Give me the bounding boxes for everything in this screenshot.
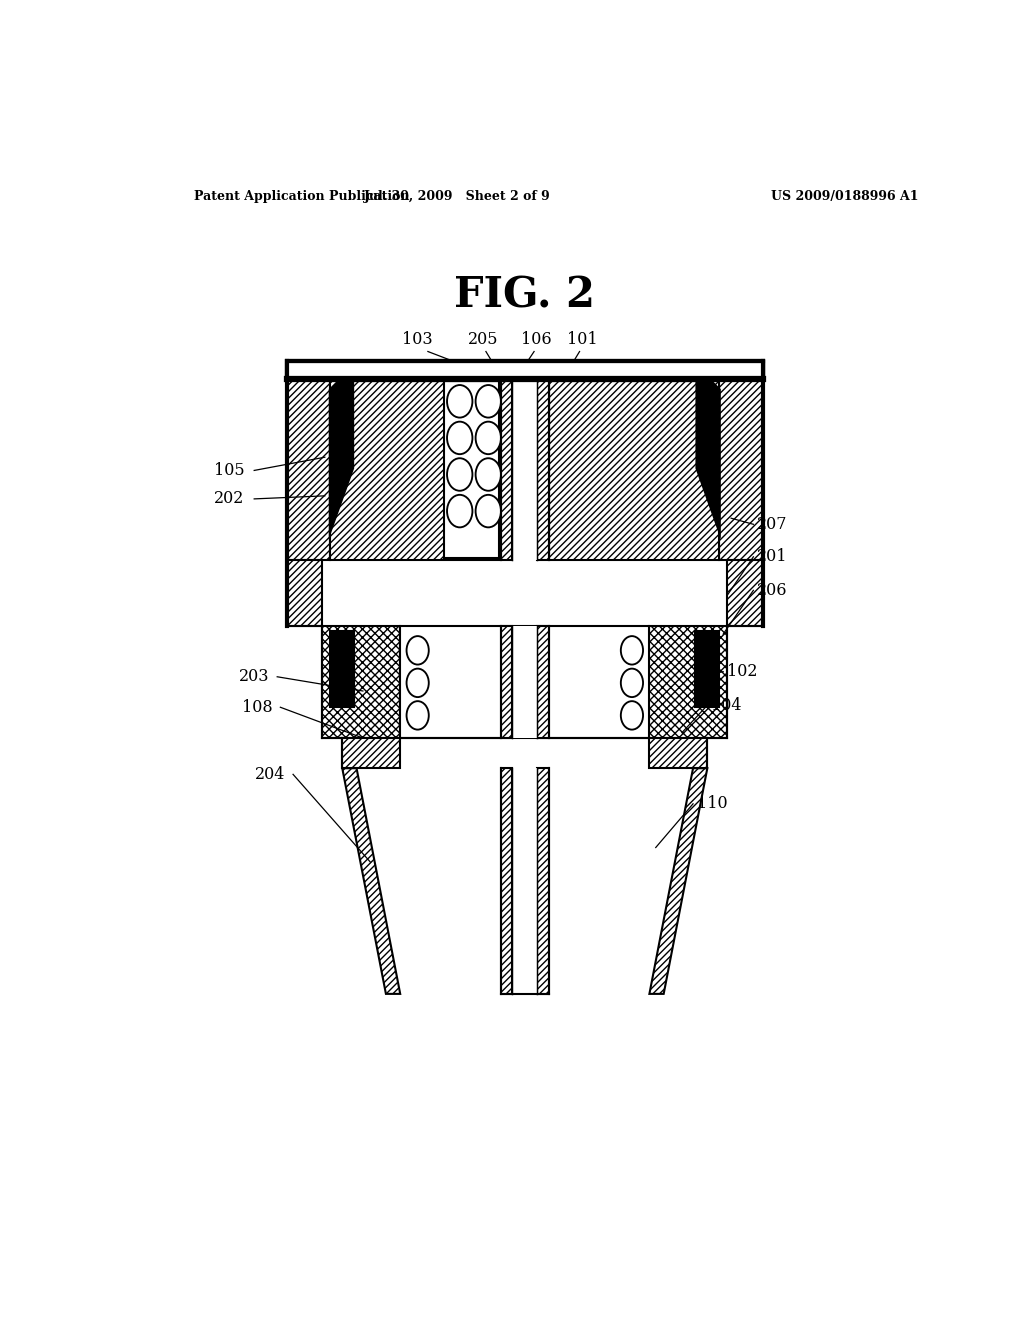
Circle shape — [447, 458, 472, 491]
Circle shape — [407, 636, 429, 664]
Circle shape — [621, 701, 643, 730]
Bar — [287, 360, 763, 379]
Circle shape — [475, 495, 501, 528]
Bar — [649, 738, 708, 768]
Bar — [719, 379, 763, 560]
Bar — [501, 768, 512, 994]
Circle shape — [447, 495, 472, 528]
Polygon shape — [342, 768, 400, 994]
Text: 104: 104 — [712, 697, 741, 714]
Bar — [512, 379, 538, 560]
Text: 110: 110 — [697, 796, 728, 812]
Text: 106: 106 — [521, 331, 552, 347]
Bar — [538, 379, 549, 560]
Circle shape — [621, 669, 643, 697]
Bar — [287, 379, 331, 560]
Text: 105: 105 — [214, 462, 245, 479]
Text: 103: 103 — [402, 331, 433, 347]
Circle shape — [475, 421, 501, 454]
Bar — [287, 360, 763, 379]
Text: 204: 204 — [255, 766, 285, 783]
Bar — [443, 381, 500, 558]
Bar — [342, 738, 400, 768]
Bar — [649, 626, 727, 738]
Bar — [331, 631, 354, 708]
Bar — [501, 379, 512, 560]
Text: US 2009/0188996 A1: US 2009/0188996 A1 — [771, 190, 919, 202]
Bar — [400, 626, 649, 738]
Bar — [538, 626, 549, 738]
Text: Jul. 30, 2009   Sheet 2 of 9: Jul. 30, 2009 Sheet 2 of 9 — [364, 190, 551, 202]
Circle shape — [447, 421, 472, 454]
Text: 205: 205 — [468, 331, 499, 347]
Text: Patent Application Publication: Patent Application Publication — [194, 190, 410, 202]
Bar — [331, 381, 501, 560]
Bar — [501, 626, 512, 738]
Text: 207: 207 — [758, 516, 787, 533]
Text: FIG. 2: FIG. 2 — [455, 275, 595, 317]
Polygon shape — [329, 364, 354, 540]
Bar — [323, 626, 400, 738]
Bar — [512, 768, 538, 994]
Circle shape — [475, 385, 501, 417]
Polygon shape — [695, 364, 721, 540]
Text: 101: 101 — [566, 331, 597, 347]
Circle shape — [621, 636, 643, 664]
Bar — [538, 768, 549, 994]
Bar — [727, 560, 763, 626]
Text: 202: 202 — [214, 491, 245, 507]
Circle shape — [407, 669, 429, 697]
Text: 203: 203 — [239, 668, 269, 685]
Polygon shape — [649, 768, 708, 994]
Text: 206: 206 — [758, 582, 787, 599]
Text: 102: 102 — [727, 663, 758, 680]
Bar — [287, 360, 763, 379]
Text: 201: 201 — [758, 548, 787, 565]
Circle shape — [475, 458, 501, 491]
Bar — [287, 560, 323, 626]
Bar — [695, 631, 719, 708]
Bar — [549, 381, 719, 560]
Circle shape — [407, 701, 429, 730]
Bar — [512, 626, 538, 738]
Bar — [287, 360, 763, 379]
Circle shape — [447, 385, 472, 417]
Text: 108: 108 — [242, 698, 272, 715]
